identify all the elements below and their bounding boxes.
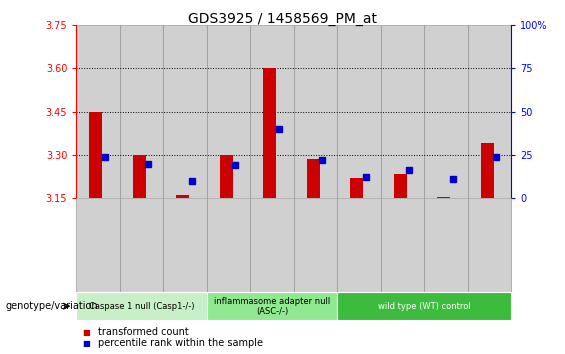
- Bar: [481, 143, 494, 198]
- Bar: [437, 197, 450, 198]
- Bar: [350, 178, 363, 198]
- Bar: [381, 25, 424, 198]
- Bar: [394, 174, 407, 198]
- Bar: [263, 68, 276, 198]
- Text: genotype/variation: genotype/variation: [6, 301, 98, 311]
- Text: percentile rank within the sample: percentile rank within the sample: [98, 338, 263, 348]
- Bar: [207, 25, 250, 198]
- Bar: [468, 25, 511, 198]
- Bar: [250, 25, 294, 198]
- Text: inflammasome adapter null
(ASC-/-): inflammasome adapter null (ASC-/-): [214, 297, 330, 316]
- Bar: [294, 25, 337, 198]
- Bar: [89, 112, 102, 198]
- Bar: [120, 25, 163, 198]
- Bar: [307, 159, 320, 198]
- Text: ■: ■: [82, 339, 90, 348]
- Bar: [424, 25, 468, 198]
- Text: transformed count: transformed count: [98, 327, 189, 337]
- Text: ■: ■: [82, 327, 90, 337]
- Bar: [76, 25, 120, 198]
- Text: wild type (WT) control: wild type (WT) control: [378, 302, 471, 311]
- Bar: [163, 25, 207, 198]
- Bar: [176, 195, 189, 198]
- Bar: [133, 155, 146, 198]
- Text: Caspase 1 null (Casp1-/-): Caspase 1 null (Casp1-/-): [89, 302, 194, 311]
- Bar: [220, 155, 233, 198]
- Text: GDS3925 / 1458569_PM_at: GDS3925 / 1458569_PM_at: [188, 12, 377, 27]
- Bar: [337, 25, 381, 198]
